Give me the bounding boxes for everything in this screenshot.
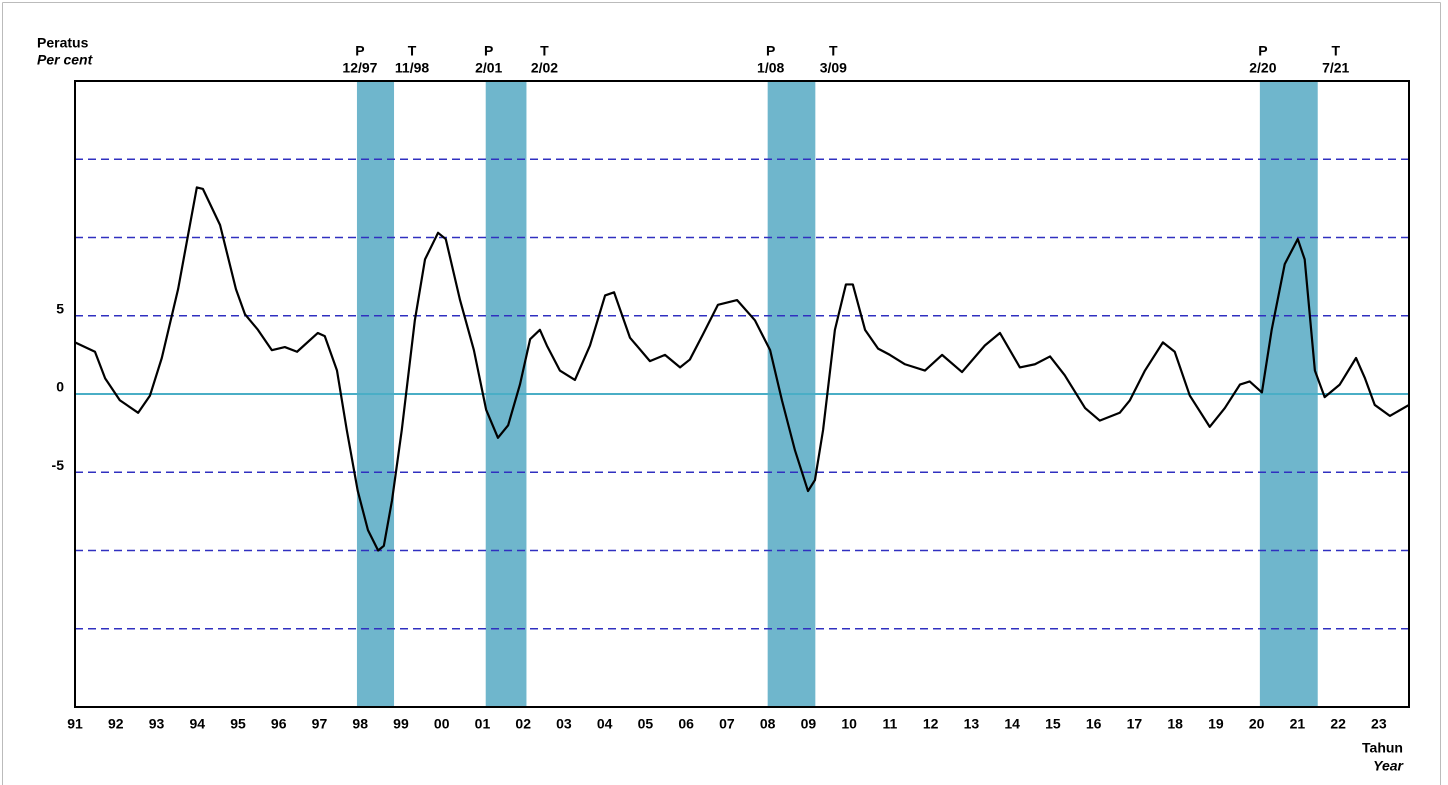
- x-tick-label: 93: [149, 716, 165, 732]
- trough-label: T: [408, 43, 417, 59]
- peak-label: P: [766, 43, 775, 59]
- x-tick-label: 06: [678, 716, 694, 732]
- x-tick-label: 92: [108, 716, 124, 732]
- x-tick-label: 04: [597, 716, 613, 732]
- peak-date: 2/20: [1249, 60, 1276, 76]
- x-tick-label: 00: [434, 716, 450, 732]
- x-tick-label: 19: [1208, 716, 1224, 732]
- x-tick-label: 10: [841, 716, 857, 732]
- x-tick-label: 21: [1290, 716, 1306, 732]
- x-tick-label: 11: [882, 716, 897, 732]
- trough-label: T: [540, 43, 549, 59]
- x-tick-label: 13: [964, 716, 980, 732]
- grid: [75, 158, 1409, 630]
- peak-date: 2/01: [475, 60, 502, 76]
- x-tick-label: 23: [1371, 716, 1387, 732]
- x-tick-label: 95: [230, 716, 246, 732]
- x-tick-label: 02: [515, 716, 531, 732]
- peak-date: 12/97: [342, 60, 377, 76]
- trough-label: T: [829, 43, 838, 59]
- trough-date: 11/98: [395, 60, 429, 76]
- x-tick-label: 09: [801, 716, 817, 732]
- plot: [74, 186, 1410, 552]
- plot-border: [74, 80, 1410, 708]
- data-line: [74, 186, 1410, 552]
- x-tick-label: 22: [1330, 716, 1346, 732]
- x-axis-label: Tahun: [1362, 740, 1403, 756]
- y-tick-label: 5: [56, 300, 64, 316]
- x-tick-label: 01: [475, 716, 491, 732]
- peak-date: 1/08: [757, 60, 784, 76]
- x-tick-label: 03: [556, 716, 572, 732]
- x-tick-label: 17: [1127, 716, 1143, 732]
- x-tick-label: 05: [638, 716, 654, 732]
- x-tick-label: 99: [393, 716, 409, 732]
- x-tick-label: 98: [352, 716, 368, 732]
- peak-label: P: [355, 43, 364, 59]
- x-axis-label-en: Year: [1373, 758, 1404, 774]
- x-tick-label: 96: [271, 716, 287, 732]
- x-tick-label: 20: [1249, 716, 1265, 732]
- y-tick-label: -5: [52, 457, 65, 473]
- trough-date: 7/21: [1322, 60, 1349, 76]
- peak-label: P: [1258, 43, 1267, 59]
- x-tick-label: 14: [1004, 716, 1020, 732]
- trough-date: 2/02: [531, 60, 558, 76]
- x-tick-label: 97: [312, 716, 328, 732]
- x-tick-label: 18: [1167, 716, 1183, 732]
- labels: P12/97T11/98P2/01T2/02P1/08T3/09P2/20T7/…: [52, 43, 1387, 732]
- x-tick-label: 12: [923, 716, 939, 732]
- x-tick-label: 91: [67, 716, 83, 732]
- x-tick-label: 94: [189, 716, 205, 732]
- peak-label: P: [484, 43, 493, 59]
- trough-date: 3/09: [820, 60, 847, 76]
- x-tick-label: 08: [760, 716, 776, 732]
- x-tick-label: 07: [719, 716, 735, 732]
- x-tick-label: 15: [1045, 716, 1061, 732]
- x-tick-label: 16: [1086, 716, 1102, 732]
- y-tick-label: 0: [56, 379, 64, 395]
- y-axis-label: Peratus: [37, 35, 89, 51]
- y-axis-label-en: Per cent: [37, 52, 94, 68]
- trough-label: T: [1331, 43, 1340, 59]
